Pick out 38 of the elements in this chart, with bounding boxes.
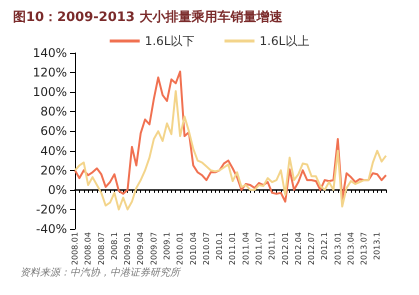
x-tick-label: 2011.01 xyxy=(228,232,238,266)
x-tick-label: 2011.04 xyxy=(241,232,250,266)
y-tick-label: 40% xyxy=(40,144,67,158)
text: 资料来源：中汽协，中港证券研究所 xyxy=(20,266,182,278)
x-tick-label: 2011.1 xyxy=(268,232,277,260)
x-tick-label: 2009.04 xyxy=(136,232,146,266)
chart-title: 图10：2009-2013 大小排量乘用车销量增速 xyxy=(13,9,284,25)
y-tick-label: 20% xyxy=(40,163,67,178)
x-tick-label: 2013.1 xyxy=(372,232,382,260)
x-tick-label: 2008.07 xyxy=(96,232,106,266)
x-tick-label: 2012.07 xyxy=(307,232,316,266)
x-tick-label: 2011.07 xyxy=(254,232,264,266)
x-tick-label: 2009.01 xyxy=(123,232,132,266)
x-tick-label: 2012.01 xyxy=(280,232,290,266)
x-tick-label: 2013.04 xyxy=(346,232,356,266)
x-tick-label: 2008.1 xyxy=(110,232,119,260)
x-tick-label: 2013.01 xyxy=(333,232,342,266)
x-tick-label: 2013.07 xyxy=(360,232,369,266)
x-tick-label: 2008.01 xyxy=(70,232,80,266)
y-tick-label: 80% xyxy=(40,104,67,119)
x-tick-label: 2010.1 xyxy=(215,232,224,260)
y-tick-label: 60% xyxy=(40,124,67,138)
y-tick-label: -40% xyxy=(36,222,67,236)
y-tick-label: 100% xyxy=(32,85,67,100)
y-tick-label: 0% xyxy=(48,182,67,197)
y-tick-label: -20% xyxy=(36,202,67,216)
x-tick-label: 2008.04 xyxy=(84,232,93,266)
x-tick-label: 2012.1 xyxy=(320,232,330,260)
x-tick-label: 2010.01 xyxy=(176,232,185,266)
x-tick-label: 2010.04 xyxy=(188,232,198,266)
legend-label: 1.6L以下 xyxy=(144,34,195,48)
x-tick-label: 2009.1 xyxy=(162,232,172,260)
x-tick-label: 2010.07 xyxy=(202,232,211,266)
y-tick-label: 120% xyxy=(32,66,67,80)
legend-label: 1.6L以上 xyxy=(260,34,310,48)
x-tick-label: 2009.07 xyxy=(149,232,158,266)
x-tick-label: 2012.04 xyxy=(294,232,303,266)
y-tick-label: 140% xyxy=(32,46,67,60)
